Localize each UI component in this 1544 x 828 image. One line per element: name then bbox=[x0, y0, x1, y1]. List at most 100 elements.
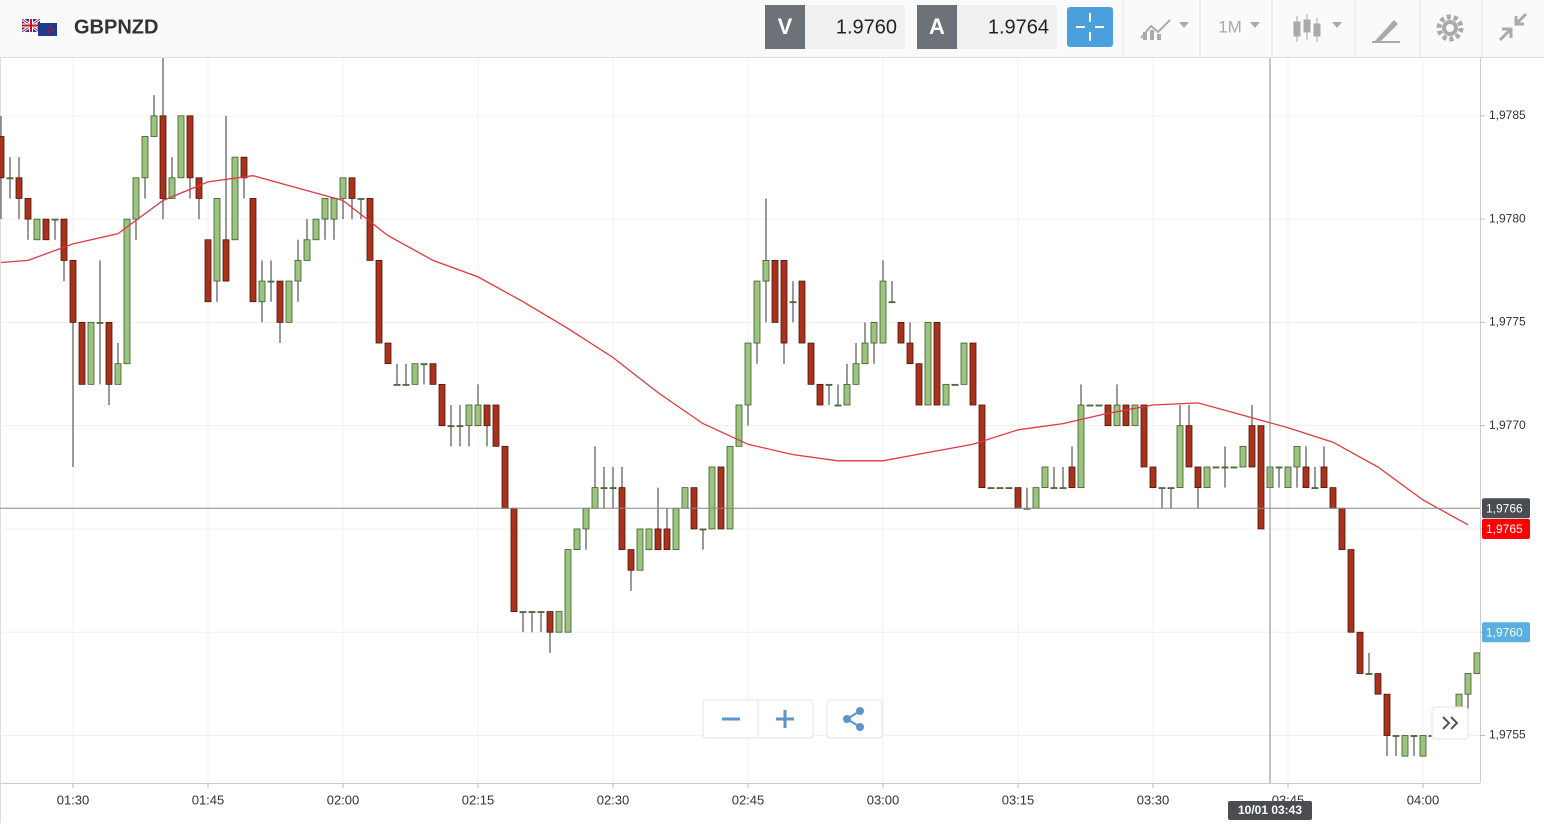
candle-body bbox=[1338, 507, 1346, 550]
candle-body bbox=[1329, 487, 1337, 509]
candle-body bbox=[339, 177, 347, 199]
candle-body bbox=[195, 177, 203, 199]
candle-body bbox=[285, 280, 293, 323]
candle-body bbox=[276, 280, 284, 323]
candle-body bbox=[348, 177, 356, 199]
candle-body bbox=[780, 260, 788, 344]
candle-body bbox=[888, 301, 896, 304]
crosshair-button[interactable] bbox=[1067, 7, 1113, 47]
candle-body bbox=[897, 321, 905, 344]
candle-body bbox=[501, 445, 509, 509]
chart-type-button[interactable] bbox=[1140, 19, 1189, 40]
candle-body bbox=[87, 321, 95, 385]
candle-body bbox=[861, 342, 869, 365]
buy-label: A bbox=[929, 14, 945, 39]
candle-body bbox=[366, 198, 374, 261]
candle-body bbox=[294, 260, 302, 282]
candle-body bbox=[1410, 735, 1418, 737]
candle-body bbox=[213, 198, 221, 282]
x-tick-label: 03:00 bbox=[867, 792, 900, 807]
candle-body bbox=[987, 487, 995, 490]
candle-body bbox=[1158, 487, 1166, 490]
candle-body bbox=[1392, 735, 1400, 737]
buy-price: 1.9764 bbox=[988, 16, 1049, 38]
candle-body bbox=[825, 383, 833, 386]
y-tick-label: 1,9775 bbox=[1489, 315, 1526, 329]
candle-body bbox=[717, 466, 725, 530]
x-tick-label: 04:00 bbox=[1407, 792, 1440, 807]
candle-body bbox=[1005, 487, 1013, 490]
candle-body bbox=[1176, 425, 1184, 489]
candle-body bbox=[942, 383, 950, 406]
price-line-label: 1,9766 bbox=[1486, 501, 1523, 515]
price-marker bbox=[1482, 518, 1530, 539]
candle-style-button[interactable] bbox=[1293, 14, 1342, 42]
candle-body bbox=[933, 321, 941, 406]
candle-body bbox=[834, 404, 842, 407]
candle-body bbox=[915, 363, 923, 406]
candle-body bbox=[654, 528, 662, 550]
candle-body bbox=[1473, 652, 1480, 674]
candle-body bbox=[618, 487, 626, 550]
candle-body bbox=[393, 383, 401, 386]
candle-body bbox=[978, 404, 986, 489]
candle-body bbox=[744, 342, 752, 406]
candle-body bbox=[969, 342, 977, 406]
flag bbox=[21, 17, 57, 36]
candle-body bbox=[663, 528, 671, 550]
candle-body bbox=[600, 487, 608, 490]
share-button[interactable] bbox=[826, 699, 883, 739]
candle-body bbox=[1257, 425, 1265, 530]
toolbar-dividers bbox=[1122, 0, 1483, 57]
candle-body bbox=[123, 218, 131, 365]
y-tick-label: 1,9780 bbox=[1489, 211, 1526, 225]
candle-body bbox=[636, 528, 644, 571]
candle-body bbox=[114, 363, 122, 385]
draw-button[interactable] bbox=[1372, 20, 1400, 43]
candle-body bbox=[411, 363, 419, 385]
zoom-in-button[interactable] bbox=[776, 710, 794, 728]
candle-body bbox=[222, 239, 230, 282]
candle-body bbox=[1248, 425, 1256, 468]
candle-body bbox=[1032, 487, 1040, 509]
x-tick-label: 01:45 bbox=[192, 792, 225, 807]
candle-body bbox=[735, 404, 743, 447]
x-tick-label: 02:45 bbox=[732, 792, 765, 807]
candle-body bbox=[69, 260, 77, 323]
candle-body bbox=[168, 177, 176, 199]
settings-button[interactable] bbox=[1436, 14, 1464, 42]
candle-body bbox=[1086, 404, 1094, 407]
candle-body bbox=[582, 507, 590, 530]
candle-body bbox=[312, 218, 320, 241]
y-tick-label: 1,9785 bbox=[1489, 108, 1526, 122]
price-marker bbox=[1482, 622, 1530, 643]
collapse-button[interactable] bbox=[1498, 12, 1528, 42]
candle-body bbox=[483, 404, 491, 427]
candle-body bbox=[1320, 466, 1328, 489]
buy-button[interactable]: A 1.9764 bbox=[917, 5, 1057, 49]
candle-body bbox=[1104, 404, 1112, 427]
scroll-to-end-button[interactable] bbox=[1431, 706, 1469, 740]
candle-body bbox=[240, 156, 248, 179]
candle-body bbox=[60, 218, 68, 261]
sell-button[interactable]: V 1.9760 bbox=[765, 5, 905, 49]
candle-body bbox=[681, 487, 689, 509]
candle-body bbox=[492, 404, 500, 447]
candle-body bbox=[1140, 404, 1148, 468]
candle-body bbox=[816, 383, 824, 406]
candle-body bbox=[24, 198, 32, 220]
candle-body bbox=[807, 342, 815, 385]
candle-body bbox=[384, 342, 392, 365]
candle-body bbox=[1131, 404, 1139, 427]
candle-body bbox=[186, 115, 194, 179]
candle-body bbox=[1347, 549, 1355, 633]
candle-body bbox=[474, 404, 482, 427]
candle-body bbox=[591, 487, 599, 509]
candle-body bbox=[258, 280, 266, 303]
candle-body bbox=[1113, 404, 1121, 427]
candle-body bbox=[231, 156, 239, 241]
candle-body bbox=[0, 136, 5, 179]
price-marker-label: 1,9760 bbox=[1486, 625, 1523, 639]
timeframe-button[interactable]: 1M bbox=[1218, 17, 1260, 36]
candle-body bbox=[1383, 693, 1391, 736]
